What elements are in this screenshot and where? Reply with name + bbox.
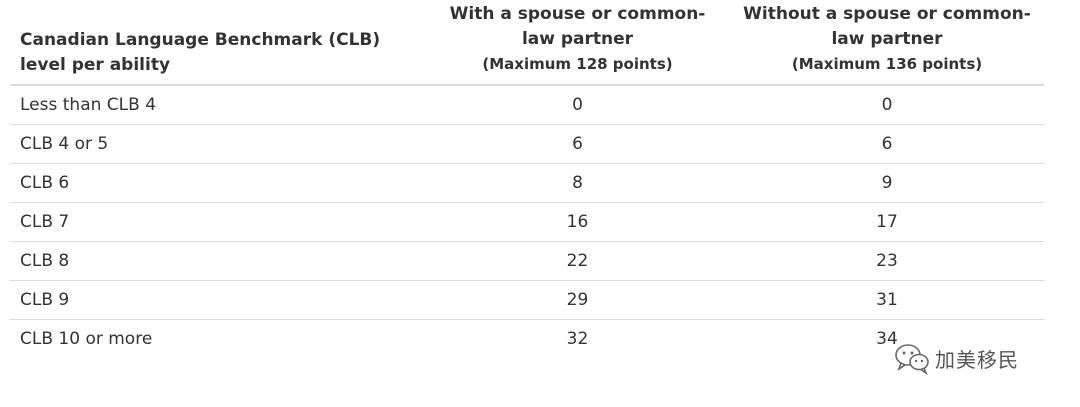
cell-with-spouse: 22 [425, 240, 730, 280]
watermark: 加美移民 [893, 340, 1053, 376]
cell-with-spouse: 16 [425, 201, 730, 241]
header-clb-level: Canadian Language Benchmark (CLB) level … [10, 0, 425, 86]
cell-without-spouse: 17 [730, 201, 1044, 241]
header-without-spouse-title: Without a spouse or common-law partner [743, 4, 1031, 49]
cell-without-spouse: 31 [730, 279, 1044, 319]
header-with-spouse-max: (Maximum 128 points) [482, 55, 673, 73]
cell-without-spouse: 0 [881, 94, 893, 115]
cell-level: CLB 4 or 5 [10, 123, 425, 163]
table-row: Less than CLB 4 0 0 [10, 85, 1044, 124]
header-with-spouse-title: With a spouse or common-law partner [449, 4, 706, 49]
table-row: CLB 10 or more 32 34 [10, 318, 1044, 358]
cell-level: CLB 9 [10, 279, 425, 319]
clb-points-table: Canadian Language Benchmark (CLB) level … [10, 0, 1044, 358]
table-row: CLB 8 22 23 [10, 240, 1044, 280]
wechat-logo-icon [895, 344, 929, 376]
header-row: Canadian Language Benchmark (CLB) level … [10, 0, 1044, 86]
cell-without-spouse: 34 [730, 318, 1044, 358]
table-header: Canadian Language Benchmark (CLB) level … [10, 0, 1044, 86]
cell-without-spouse: 23 [730, 240, 1044, 280]
cell-without-spouse: 9 [730, 162, 1044, 202]
cell-without-spouse: 6 [730, 123, 1044, 163]
table-body: Less than CLB 4 0 0 CLB 4 or 5 6 6 CLB 6… [10, 85, 1044, 358]
header-without-spouse: Without a spouse or common-law partner (… [730, 0, 1044, 86]
cell-level: Less than CLB 4 [20, 94, 157, 115]
cell-level: CLB 8 [10, 240, 425, 280]
cell-with-spouse: 6 [425, 123, 730, 163]
cell-level: CLB 7 [10, 201, 425, 241]
table-row: CLB 6 8 9 [10, 162, 1044, 202]
cell-with-spouse: 29 [425, 279, 730, 319]
cell-with-spouse: 0 [572, 94, 583, 115]
cell-with-spouse: 8 [425, 162, 730, 202]
cell-with-spouse: 32 [425, 318, 730, 358]
table-row: CLB 9 29 31 [10, 279, 1044, 319]
watermark-text: 加美移民 [935, 347, 1019, 372]
clb-points-table-container: Canadian Language Benchmark (CLB) level … [10, 0, 1044, 358]
table-row: CLB 7 16 17 [10, 201, 1044, 241]
cell-level: CLB 10 or more [10, 318, 425, 358]
header-with-spouse: With a spouse or common-law partner (Max… [425, 0, 730, 86]
cell-level: CLB 6 [10, 162, 425, 202]
header-without-spouse-max: (Maximum 136 points) [791, 55, 983, 73]
table-row: CLB 4 or 5 6 6 [10, 123, 1044, 163]
